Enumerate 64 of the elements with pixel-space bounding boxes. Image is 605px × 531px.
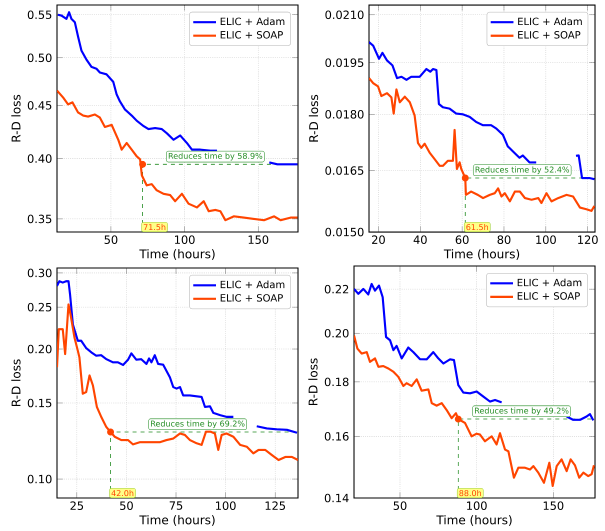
x-tick-label: 80 (498, 235, 510, 244)
x-axis-title: Time (hours) (139, 515, 215, 526)
y-tick-label: 0.40 (28, 154, 52, 163)
annotation: Reduces time by 49.2% (475, 407, 568, 416)
y-tick-label: 0.16 (324, 432, 349, 441)
y-tick-label: 0.15 (28, 398, 52, 408)
y-tick-label: 0.0165 (325, 166, 364, 175)
x-tick-label: 75 (170, 501, 182, 510)
y-tick-label: 0.20 (28, 344, 52, 354)
y-tick-label: 0.20 (324, 328, 349, 338)
legend-label: ELIC + Adam (518, 278, 582, 286)
y-tick-label: 0.25 (28, 302, 52, 312)
y-tick-label: 0.18 (324, 378, 349, 386)
x-tick-label: 100 (175, 235, 195, 244)
legend-label: ELIC + SOAP (518, 31, 580, 39)
annotation: 71.5h (144, 224, 166, 230)
annotation: 42.0h (111, 490, 134, 496)
y-axis-title: R-D loss (308, 358, 318, 406)
line-series (354, 334, 596, 488)
y-tick-label: 0.0210 (325, 10, 364, 20)
annotation: Reduces time by 69.2% (151, 420, 245, 428)
y-axis-title: R-D loss (11, 94, 21, 142)
y-tick-label: 0.45 (28, 101, 52, 110)
legend-label: ELIC + Adam (220, 280, 284, 288)
x-tick-label: 100 (536, 235, 556, 244)
x-tick-label: 100 (216, 501, 236, 510)
annotation: 61.5h (466, 224, 488, 230)
x-tick-label: 120 (578, 235, 598, 244)
legend-label: ELIC + SOAP (220, 31, 283, 39)
y-axis-title: R-D loss (308, 94, 318, 142)
line-series (57, 89, 298, 222)
y-tick-label: 0.0195 (325, 58, 364, 67)
x-axis-title: Time (hours) (139, 249, 215, 260)
annotation: 88.0h (459, 490, 481, 496)
x-tick-label: 50 (394, 501, 406, 510)
x-tick-label: 150 (544, 501, 564, 510)
y-tick-label: 0.30 (28, 268, 52, 278)
x-axis-title: Time (hours) (444, 249, 520, 260)
y-tick-label: 0.14 (324, 494, 349, 502)
legend-label: ELIC + SOAP (220, 294, 283, 302)
x-tick-label: 100 (467, 501, 487, 510)
annotation: Reduces time by 52.4% (476, 166, 570, 174)
legend-label: ELIC + SOAP (518, 292, 580, 300)
y-axis-title: R-D loss (11, 359, 21, 406)
x-tick-label: 60 (456, 235, 469, 244)
y-tick-label: 0.0150 (325, 228, 364, 236)
x-tick-label: 125 (266, 501, 286, 510)
x-axis-title: Time (hours) (436, 515, 512, 526)
y-tick-label: 0.10 (28, 474, 52, 484)
x-tick-label: 40 (414, 235, 427, 244)
x-tick-label: 25 (70, 501, 84, 510)
annotation: Reduces time by 58.9% (168, 152, 262, 160)
y-tick-label: 0.22 (324, 284, 348, 294)
x-tick-label: 50 (120, 501, 133, 510)
y-tick-label: 0.35 (28, 214, 52, 224)
y-tick-label: 0.55 (28, 10, 52, 20)
line-series (369, 77, 596, 212)
y-tick-label: 0.0180 (325, 110, 364, 119)
x-tick-label: 50 (104, 235, 118, 244)
legend-label: ELIC + Adam (220, 17, 284, 26)
legend-label: ELIC + Adam (518, 17, 582, 26)
y-tick-label: 0.50 (28, 54, 52, 62)
x-tick-label: 20 (372, 235, 385, 244)
x-tick-label: 150 (248, 235, 268, 244)
